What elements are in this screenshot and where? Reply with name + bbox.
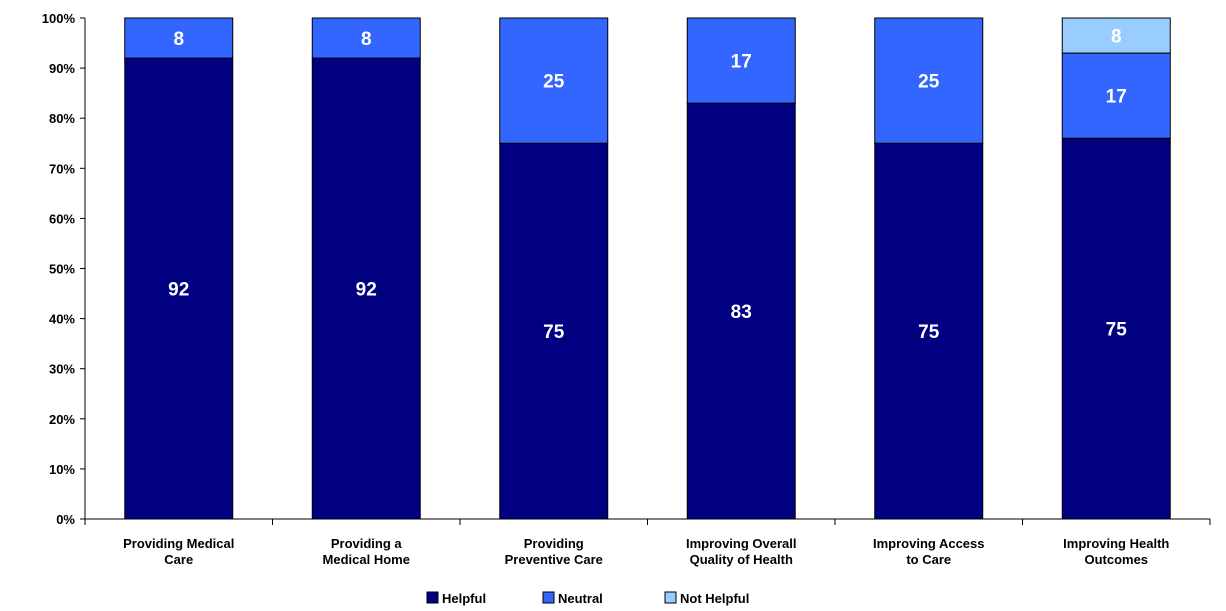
data-label: 25: [918, 72, 940, 93]
bar-not-helpful-5: [1061, 17, 1171, 54]
legend-label: Helpful: [442, 591, 486, 606]
bars-layer: 92 8 92 8 75 25 83 17 75 25 75 17 8: [124, 17, 1171, 520]
y-tick-label: 0%: [56, 512, 75, 527]
bar-helpful-2: [499, 142, 609, 520]
y-tick-label: 10%: [49, 462, 75, 477]
bar-neutral-2: [499, 17, 609, 144]
bar-neutral-5: [1061, 52, 1171, 139]
bar-helpful-3: [686, 102, 796, 520]
x-tick-label: Medical Home: [323, 552, 410, 567]
data-label: 17: [1106, 87, 1127, 108]
bar-helpful-5: [1061, 137, 1171, 520]
data-label: 75: [543, 322, 565, 343]
data-label: 8: [1111, 27, 1122, 48]
x-tick-label: Outcomes: [1084, 552, 1148, 567]
x-tick-label: Care: [164, 552, 193, 567]
y-tick-label: 20%: [49, 412, 75, 427]
data-label: 25: [543, 72, 565, 93]
legend-label: Not Helpful: [680, 591, 749, 606]
legend-swatch-helpful: [426, 591, 439, 604]
x-tick-label: Providing a: [331, 536, 403, 551]
x-tick-label: Preventive Care: [505, 552, 603, 567]
y-tick-label: 60%: [49, 211, 75, 226]
y-tick-label: 100%: [42, 11, 76, 26]
legend-label: Neutral: [558, 591, 603, 606]
x-tick-label: Providing Medical: [123, 536, 234, 551]
bar-neutral-0: [124, 17, 234, 59]
axes-layer: 0% 10% 20% 30% 40% 50% 60% 70% 80% 90% 100% Providi…: [42, 11, 1211, 567]
x-tick-label: Providing: [524, 536, 584, 551]
bar-neutral-4: [874, 17, 984, 144]
y-tick-label: 40%: [49, 312, 75, 327]
x-tick-label: Improving Access: [873, 536, 985, 551]
y-tick-label: 30%: [49, 362, 75, 377]
data-label: 83: [731, 302, 752, 323]
x-tick-label: to Care: [906, 552, 951, 567]
y-tick-label: 50%: [49, 262, 75, 277]
data-label: 92: [356, 280, 377, 301]
x-tick-label: Improving Health: [1063, 536, 1169, 551]
x-tick-label: Improving Overall: [686, 536, 797, 551]
legend-swatch-neutral: [542, 591, 555, 604]
y-tick-label: 80%: [49, 111, 75, 126]
data-label: 8: [361, 29, 372, 50]
data-label: 17: [731, 52, 752, 73]
data-label: 92: [168, 280, 189, 301]
legend: Helpful Neutral Not Helpful: [426, 591, 749, 606]
legend-swatch-not-helpful: [664, 591, 677, 604]
y-tick-label: 70%: [49, 161, 75, 176]
bar-neutral-3: [686, 17, 796, 104]
bar-helpful-0: [124, 57, 234, 520]
bar-neutral-1: [311, 17, 421, 59]
y-tick-label: 90%: [49, 61, 75, 76]
data-label: 75: [1106, 320, 1128, 341]
data-label: 8: [173, 29, 184, 50]
data-label: 75: [918, 322, 940, 343]
x-tick-label: Quality of Health: [690, 552, 793, 567]
